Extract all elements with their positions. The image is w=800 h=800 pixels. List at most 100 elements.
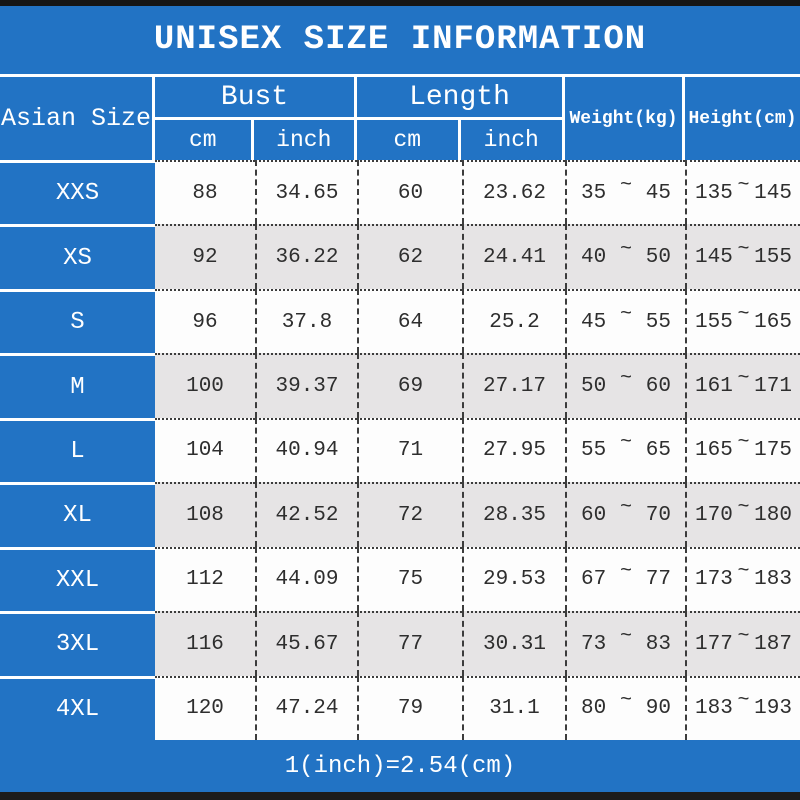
length-cm-cell: 72: [357, 482, 462, 547]
bust-cm-cell: 104: [155, 417, 255, 483]
weight-range-cell: 45 ~ 55: [565, 288, 685, 354]
height-range-cell: 173 ~ 183: [685, 546, 800, 612]
title-band: UNISEX SIZE INFORMATION: [0, 6, 800, 77]
tilde-separator: ~: [619, 431, 632, 455]
tilde-separator: ~: [619, 624, 632, 648]
weight-range-cell: 80 ~ 90: [565, 675, 685, 740]
table-row-4xl: 4XL 120 47.24 79 31.1 80 ~ 90 183 ~ 193: [0, 675, 800, 740]
bust-inch-cell: 42.52: [255, 482, 357, 547]
size-cell: XS: [0, 224, 155, 289]
tilde-separator: ~: [737, 238, 750, 262]
weight-max: 70: [645, 503, 671, 527]
weight-min: 80: [581, 697, 607, 721]
weight-min: 73: [581, 632, 607, 656]
length-inch-cell: 31.1: [462, 675, 565, 740]
table-row-3xl: 3XL 116 45.67 77 30.31 73 ~ 83 177 ~ 187: [0, 611, 800, 676]
tilde-separator: ~: [619, 495, 632, 519]
height-max: 193: [754, 697, 792, 721]
weight-max: 77: [645, 568, 671, 592]
height-min: 170: [695, 503, 733, 527]
size-cell: XL: [0, 482, 155, 547]
bust-cm-cell: 88: [155, 160, 255, 225]
bust-inch-cell: 40.94: [255, 417, 357, 483]
height-max: 145: [754, 181, 792, 205]
top-border-strip: [0, 0, 800, 6]
height-min: 145: [695, 246, 733, 270]
tilde-separator: ~: [619, 560, 632, 584]
length-cm-cell: 62: [357, 224, 462, 289]
tilde-separator: ~: [619, 689, 632, 713]
table-row-xxs: XXS 88 34.65 60 23.62 35 ~ 45 135 ~ 145: [0, 160, 800, 225]
length-inch-cell: 29.53: [462, 546, 565, 612]
length-inch-cell: 25.2: [462, 288, 565, 354]
header-group-bust: Bust cm inch: [155, 77, 357, 160]
height-min: 177: [695, 632, 733, 656]
weight-range-cell: 60 ~ 70: [565, 482, 685, 547]
weight-max: 45: [645, 181, 671, 205]
length-cm-cell: 79: [357, 675, 462, 740]
tilde-separator: ~: [737, 302, 750, 326]
length-cm-cell: 69: [357, 353, 462, 418]
height-range-cell: 145 ~ 155: [685, 224, 800, 289]
table-header: Asian Size Bust cm inch Length cm inch W…: [0, 77, 800, 160]
length-cm-cell: 64: [357, 288, 462, 354]
tilde-separator: ~: [737, 560, 750, 584]
table-row-m: M 100 39.37 69 27.17 50 ~ 60 161 ~ 171: [0, 353, 800, 418]
height-max: 165: [754, 310, 792, 334]
size-cell: 3XL: [0, 611, 155, 676]
tilde-separator: ~: [619, 367, 632, 391]
height-range-cell: 183 ~ 193: [685, 675, 800, 740]
tilde-separator: ~: [737, 367, 750, 391]
weight-min: 67: [581, 568, 607, 592]
length-cm-cell: 71: [357, 417, 462, 483]
length-inch-cell: 27.95: [462, 417, 565, 483]
length-inch-cell: 27.17: [462, 353, 565, 418]
conversion-note: 1(inch)=2.54(cm): [284, 752, 516, 780]
header-bust: Bust: [155, 77, 354, 120]
tilde-separator: ~: [737, 495, 750, 519]
weight-max: 65: [645, 439, 671, 463]
length-cm-cell: 77: [357, 611, 462, 676]
tilde-separator: ~: [737, 173, 750, 197]
weight-range-cell: 40 ~ 50: [565, 224, 685, 289]
table-body: XXS 88 34.65 60 23.62 35 ~ 45 135 ~ 145 …: [0, 160, 800, 740]
header-bust-cm: cm: [155, 120, 254, 160]
height-max: 180: [754, 503, 792, 527]
bust-inch-cell: 45.67: [255, 611, 357, 676]
bottom-border-strip: [0, 792, 800, 800]
weight-range-cell: 50 ~ 60: [565, 353, 685, 418]
tilde-separator: ~: [737, 431, 750, 455]
tilde-separator: ~: [619, 173, 632, 197]
table-row-l: L 104 40.94 71 27.95 55 ~ 65 165 ~ 175: [0, 417, 800, 483]
height-max: 171: [754, 375, 792, 399]
height-range-cell: 135 ~ 145: [685, 160, 800, 225]
height-min: 173: [695, 568, 733, 592]
tilde-separator: ~: [619, 302, 632, 326]
tilde-separator: ~: [619, 238, 632, 262]
height-range-cell: 165 ~ 175: [685, 417, 800, 483]
weight-max: 60: [645, 375, 671, 399]
header-bust-inch: inch: [276, 127, 332, 153]
height-min: 183: [695, 697, 733, 721]
weight-max: 83: [645, 632, 671, 656]
height-min: 155: [695, 310, 733, 334]
header-length-inch: inch: [483, 127, 539, 153]
bust-inch-cell: 34.65: [255, 160, 357, 225]
bust-cm-cell: 112: [155, 546, 255, 612]
height-min: 161: [695, 375, 733, 399]
weight-range-cell: 67 ~ 77: [565, 546, 685, 612]
bust-inch-cell: 36.22: [255, 224, 357, 289]
weight-range-cell: 35 ~ 45: [565, 160, 685, 225]
header-bust-subrow: cm inch: [155, 120, 354, 160]
weight-range-cell: 73 ~ 83: [565, 611, 685, 676]
bust-inch-cell: 47.24: [255, 675, 357, 740]
weight-min: 50: [581, 375, 607, 399]
height-min: 135: [695, 181, 733, 205]
header-height: Height(cm): [688, 108, 797, 129]
weight-range-cell: 55 ~ 65: [565, 417, 685, 483]
size-cell: S: [0, 288, 155, 354]
length-cm-cell: 75: [357, 546, 462, 612]
size-cell: L: [0, 417, 155, 483]
length-inch-cell: 24.41: [462, 224, 565, 289]
bust-inch-cell: 39.37: [255, 353, 357, 418]
